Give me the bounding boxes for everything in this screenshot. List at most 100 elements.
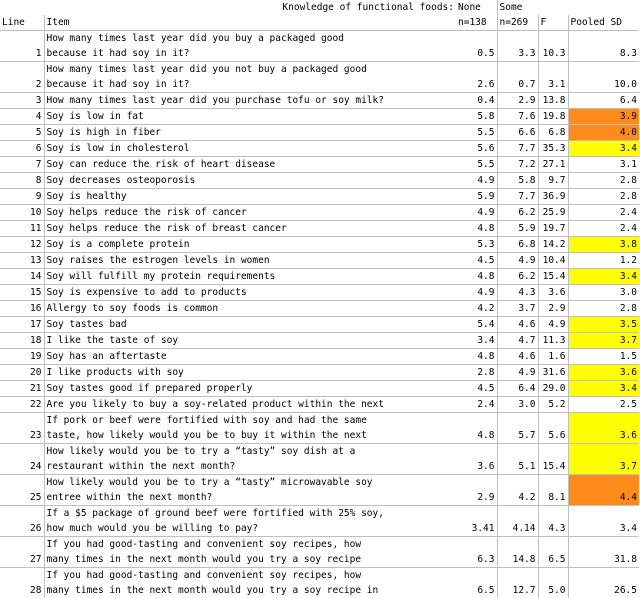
- row-item-text: entree within the next month?: [47, 490, 455, 505]
- row-item-text: Allergy to soy foods is common: [47, 301, 455, 316]
- row-item: I like the taste of soy: [44, 333, 456, 349]
- row-some-value: 3.7: [497, 301, 538, 317]
- row-none-value: 0.4: [456, 93, 497, 109]
- row-some-value: 4.9: [497, 365, 538, 381]
- row-item-text: because it had soy in it?: [47, 46, 455, 61]
- row-some-value: 14.8: [497, 537, 538, 568]
- row-some-value: 5.8: [497, 173, 538, 189]
- row-pooled-sd-value: 10.0: [568, 62, 639, 93]
- row-some-value: 4.6: [497, 317, 538, 333]
- row-none-value: 4.5: [456, 253, 497, 269]
- row-none-value: 5.9: [456, 189, 497, 205]
- row-f-value: 31.6: [538, 365, 568, 381]
- row-item: Soy is a complete protein: [44, 237, 456, 253]
- row-some-value: 0.7: [497, 62, 538, 93]
- row-pooled-sd-value: 4.0: [568, 125, 639, 141]
- n-some-header: n=269: [497, 15, 538, 31]
- row-some-value: 6.8: [497, 237, 538, 253]
- row-none-value: 2.4: [456, 397, 497, 413]
- row-none-value: 3.4: [456, 333, 497, 349]
- row-f-value: 4.9: [538, 317, 568, 333]
- row-none-value: 3.6: [456, 444, 497, 475]
- row-f-value: 15.4: [538, 269, 568, 285]
- row-f-value: 6.8: [538, 125, 568, 141]
- row-item: Are you likely to buy a soy-related prod…: [44, 397, 456, 413]
- row-item: How likely would you be to try a “tasty”…: [44, 475, 456, 506]
- row-some-value: 7.6: [497, 109, 538, 125]
- row-item-text: Soy helps reduce the risk of breast canc…: [47, 221, 455, 236]
- row-item-text: Soy tastes good if prepared properly: [47, 381, 455, 396]
- row-none-value: 0.5: [456, 31, 497, 62]
- row-none-value: 6.5: [456, 568, 497, 598]
- row-line-number: 2: [0, 62, 44, 93]
- row-none-value: 6.3: [456, 537, 497, 568]
- row-item-text: I like products with soy: [47, 365, 455, 380]
- row-line-number: 9: [0, 189, 44, 205]
- row-line-number: 16: [0, 301, 44, 317]
- row-item: Soy helps reduce the risk of breast canc…: [44, 221, 456, 237]
- row-f-value: 4.3: [538, 506, 568, 537]
- row-none-value: 5.5: [456, 157, 497, 173]
- row-item-text: How many times last year did you not buy…: [47, 62, 455, 77]
- row-none-value: 2.8: [456, 365, 497, 381]
- row-pooled-sd-value: 3.4: [568, 141, 639, 157]
- row-pooled-sd-value: 3.9: [568, 109, 639, 125]
- row-f-value: 19.8: [538, 109, 568, 125]
- row-f-value: 29.0: [538, 381, 568, 397]
- row-item-text: Soy decreases osteoporosis: [47, 173, 455, 188]
- f-header: F: [538, 15, 568, 31]
- row-item-text: many times in the next month would you t…: [47, 583, 455, 598]
- row-line-number: 22: [0, 397, 44, 413]
- row-item-text: restaurant within the next month?: [47, 459, 455, 474]
- row-pooled-sd-value: 4.4: [568, 475, 639, 506]
- row-some-value: 6.2: [497, 205, 538, 221]
- row-pooled-sd-value: 1.5: [568, 349, 639, 365]
- row-item-text: If you had good-tasting and convenient s…: [47, 568, 455, 583]
- row-pooled-sd-value: 3.8: [568, 237, 639, 253]
- row-some-value: 4.9: [497, 253, 538, 269]
- row-none-value: 2.6: [456, 62, 497, 93]
- row-item-text: How likely would you be to try a “tasty”…: [47, 444, 455, 459]
- row-line-number: 15: [0, 285, 44, 301]
- row-some-value: 7.7: [497, 141, 538, 157]
- row-pooled-sd-value: 3.4: [568, 269, 639, 285]
- row-item-text: If a $5 package of ground beef were fort…: [47, 506, 455, 521]
- row-item-text: Soy is low in cholesterol: [47, 141, 455, 156]
- row-none-value: 5.6: [456, 141, 497, 157]
- row-some-value: 5.7: [497, 413, 538, 444]
- row-pooled-sd-value: 31.8: [568, 537, 639, 568]
- row-f-value: 3.6: [538, 285, 568, 301]
- header-row-1: Knowledge of functional foods: None Some: [0, 0, 639, 15]
- row-line-number: 6: [0, 141, 44, 157]
- row-item-text: If pork or beef were fortified with soy …: [47, 413, 455, 428]
- row-some-value: 2.9: [497, 93, 538, 109]
- row-pooled-sd-value: 3.4: [568, 381, 639, 397]
- row-pooled-sd-value: 2.8: [568, 189, 639, 205]
- row-item: How many times last year did you purchas…: [44, 93, 456, 109]
- row-none-value: 4.2: [456, 301, 497, 317]
- row-line-number: 21: [0, 381, 44, 397]
- row-item: How many times last year did you not buy…: [44, 62, 456, 93]
- row-pooled-sd-value: 3.6: [568, 365, 639, 381]
- row-item-text: how much would you be willing to pay?: [47, 521, 455, 536]
- row-none-value: 4.9: [456, 205, 497, 221]
- row-line-number: 14: [0, 269, 44, 285]
- row-pooled-sd-value: 3.6: [568, 413, 639, 444]
